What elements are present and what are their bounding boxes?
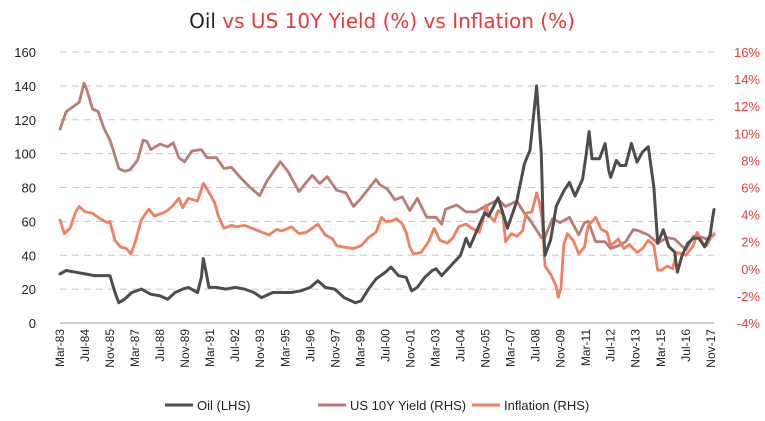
left-tick-label: 80 xyxy=(22,181,36,196)
x-tick-label: Jul-00 xyxy=(378,329,392,362)
right-tick-label: 16% xyxy=(734,45,760,60)
x-tick-label: Nov-93 xyxy=(253,329,267,368)
x-tick-label: Nov-97 xyxy=(328,329,342,368)
x-tick-label: Nov-01 xyxy=(403,329,417,368)
x-tick-label: Nov-89 xyxy=(178,329,192,368)
left-tick-label: 100 xyxy=(14,147,36,162)
right-tick-label: 2% xyxy=(741,235,760,250)
legend: Oil (LHS) US 10Y Yield (RHS) Inflation (RH… xyxy=(165,398,589,413)
x-tick-label: Jul-12 xyxy=(604,329,618,362)
x-tick-label: Jul-08 xyxy=(529,329,543,362)
right-tick-label: 6% xyxy=(741,181,760,196)
x-tick-label: Jul-88 xyxy=(153,329,167,362)
x-tick-label: Nov-13 xyxy=(629,329,643,368)
left-tick-label: 0 xyxy=(29,316,36,331)
legend-label-2: Inflation (RHS) xyxy=(504,398,589,413)
x-tick-label: Mar-11 xyxy=(579,329,593,366)
x-tick-label: Mar-95 xyxy=(278,329,292,367)
right-tick-label: 12% xyxy=(734,99,760,114)
series-line-2 xyxy=(58,182,716,299)
series-line-0 xyxy=(58,84,716,305)
right-tick-label: 4% xyxy=(741,208,760,223)
series-line-1 xyxy=(58,81,716,252)
right-tick-label: -4% xyxy=(737,316,761,331)
chart-title: Oil vs US 10Y Yield (%) vs Inflation (%) xyxy=(189,9,575,33)
x-tick-label: Jul-16 xyxy=(679,329,693,362)
right-tick-label: 8% xyxy=(741,153,760,168)
x-tick-label: Jul-04 xyxy=(454,329,468,362)
x-tick-label: Mar-15 xyxy=(654,329,668,367)
x-tick-label: Mar-91 xyxy=(203,329,217,367)
chart-title-part: vs US 10Y Yield (%) vs Inflation (%) xyxy=(216,9,575,33)
x-tick-label: Mar-87 xyxy=(128,329,142,367)
x-tick-label: Jul-96 xyxy=(303,329,317,362)
x-tick-label: Nov-09 xyxy=(554,329,568,368)
left-axis-ticks: 0 20 40 60 80 100 120 140 160 xyxy=(14,45,36,331)
left-tick-label: 120 xyxy=(14,113,36,128)
left-tick-label: 140 xyxy=(14,79,36,94)
x-tick-label: Nov-85 xyxy=(103,329,117,368)
series-layer xyxy=(58,81,716,305)
x-tick-label: Nov-05 xyxy=(478,329,492,368)
right-axis-ticks: -4% -2% 0% 2% 4% 6% 8% 10% 12% 14% 16% xyxy=(734,45,760,331)
x-tick-label: Mar-99 xyxy=(353,329,367,367)
right-tick-label: 14% xyxy=(734,72,760,87)
left-tick-label: 20 xyxy=(22,282,36,297)
x-axis-ticks: Mar-83 Jul-84 Nov-85 Mar-87 Jul-88 Nov-89 Mar-… xyxy=(53,329,718,368)
x-tick-label: Nov-17 xyxy=(704,329,718,368)
x-tick-label: Mar-03 xyxy=(429,329,443,367)
left-tick-label: 160 xyxy=(14,45,36,60)
right-tick-label: 0% xyxy=(741,262,760,277)
x-tick-label: Jul-92 xyxy=(228,329,242,362)
left-tick-label: 60 xyxy=(22,214,36,229)
right-tick-label: 10% xyxy=(734,126,760,141)
legend-label-0: Oil (LHS) xyxy=(197,398,250,413)
right-tick-label: -2% xyxy=(737,289,761,304)
x-tick-label: Mar-83 xyxy=(53,329,67,367)
x-tick-label: Jul-84 xyxy=(78,329,92,362)
legend-label-1: US 10Y Yield (RHS) xyxy=(350,398,466,413)
chart-title-part: Oil xyxy=(189,9,216,33)
x-tick-label: Mar-07 xyxy=(504,329,518,367)
left-tick-label: 40 xyxy=(22,248,36,263)
